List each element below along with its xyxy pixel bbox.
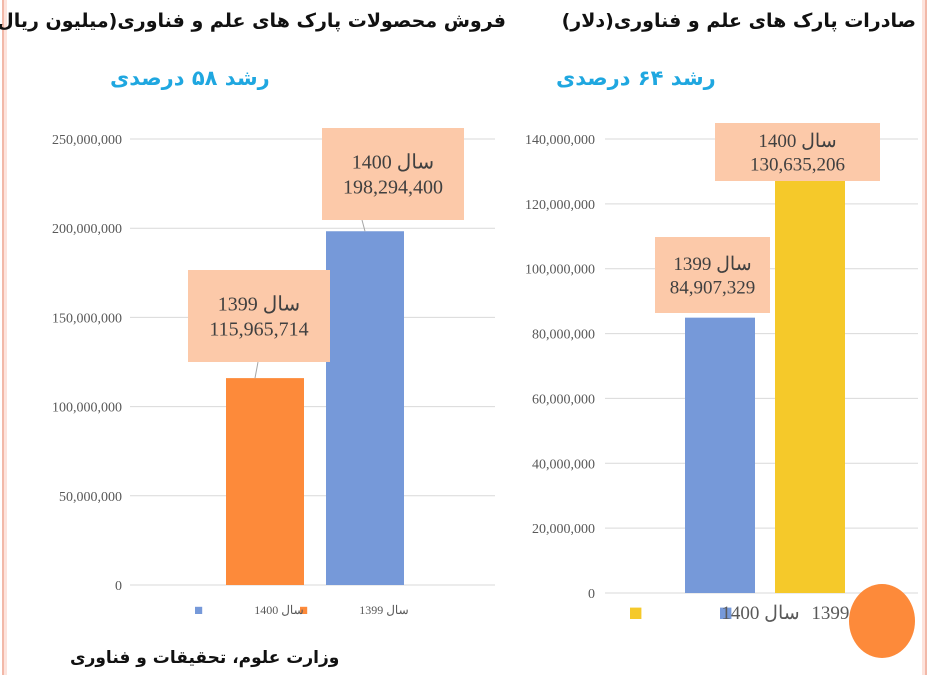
y-tick-label: 120,000,000	[525, 198, 595, 213]
y-tick-label: 250,000,000	[52, 133, 122, 148]
y-tick-label: 50,000,000	[59, 490, 122, 505]
legend-label: سال 1399	[359, 603, 408, 617]
legend-swatch	[630, 607, 642, 619]
data-label-value: 130,635,206	[750, 155, 845, 176]
legend-label: سال 1400	[721, 603, 799, 624]
charts-svg: 0 50,000,000 100,000,000 150,000,000 200,000…	[52, 123, 918, 658]
data-label-box	[655, 237, 770, 313]
data-label-value: 115,965,714	[209, 319, 308, 341]
y-tick-label: 0	[115, 579, 122, 594]
data-label-year: سال 1399	[218, 294, 300, 316]
data-label-box	[715, 123, 880, 181]
y-tick-label: 150,000,000	[52, 311, 122, 326]
data-label-year: سال 1400	[758, 131, 836, 152]
right-chart-title: صادرات پارک های علم و فناوری(دلار)	[561, 10, 916, 32]
decorative-circle	[849, 584, 915, 658]
y-tick-label: 100,000,000	[52, 401, 122, 416]
bar	[326, 231, 404, 585]
y-tick-label: 80,000,000	[532, 328, 595, 343]
data-label-box	[322, 128, 464, 220]
data-label-value: 198,294,400	[343, 177, 443, 199]
data-label-value: 84,907,329	[670, 278, 756, 299]
y-tick-label: 60,000,000	[532, 392, 595, 407]
legend-swatch	[195, 606, 203, 614]
bar	[685, 317, 755, 593]
data-label-box	[188, 270, 330, 362]
y-tick-label: 200,000,000	[52, 222, 122, 237]
y-tick-label: 20,000,000	[532, 522, 595, 537]
legend-swatch	[720, 607, 732, 619]
bar	[226, 378, 304, 585]
data-label-year: سال 1399	[673, 254, 751, 275]
footer-text: وزارت علوم، تحقیقات و فناوری	[70, 648, 340, 668]
y-tick-label: 100,000,000	[525, 263, 595, 278]
right-chart-growth: رشد ۶۴ درصدی	[556, 66, 716, 90]
left-chart-growth: رشد ۵۸ درصدی	[110, 66, 270, 90]
leader-line	[254, 361, 259, 379]
legend-label: سال 1400	[254, 603, 303, 617]
leader-line	[361, 219, 366, 232]
legend-swatch	[300, 606, 308, 614]
y-tick-label: 40,000,000	[532, 457, 595, 472]
bar	[775, 169, 845, 593]
y-tick-label: 0	[588, 587, 595, 602]
data-label-year: سال 1400	[352, 152, 434, 174]
left-chart-title: فروش محصولات پارک های علم و فناوری(میلیو…	[0, 10, 506, 32]
y-tick-label: 140,000,000	[525, 133, 595, 148]
